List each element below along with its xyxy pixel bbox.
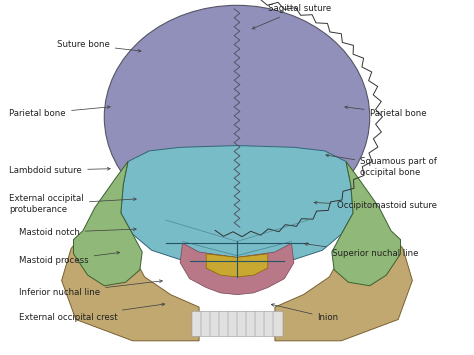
Polygon shape: [275, 220, 412, 341]
Ellipse shape: [104, 5, 370, 229]
Text: Superior nuchal line: Superior nuchal line: [305, 243, 418, 258]
Polygon shape: [62, 220, 199, 341]
Polygon shape: [206, 254, 268, 277]
Polygon shape: [121, 146, 353, 279]
FancyBboxPatch shape: [210, 311, 220, 337]
Polygon shape: [73, 162, 142, 286]
FancyBboxPatch shape: [246, 311, 256, 337]
Text: Mastoid notch: Mastoid notch: [19, 228, 136, 237]
FancyBboxPatch shape: [192, 311, 202, 337]
FancyBboxPatch shape: [264, 311, 274, 337]
Text: Sagittal suture: Sagittal suture: [252, 4, 331, 29]
Text: Inferior nuchal line: Inferior nuchal line: [19, 280, 162, 297]
Polygon shape: [332, 162, 401, 286]
Text: Inion: Inion: [271, 304, 339, 322]
FancyBboxPatch shape: [201, 311, 211, 337]
Text: Suture bone: Suture bone: [57, 40, 141, 52]
Text: Squamous part of
occipital bone: Squamous part of occipital bone: [326, 154, 437, 176]
Text: Mastoid process: Mastoid process: [19, 251, 119, 266]
Text: External occipital crest: External occipital crest: [19, 303, 164, 322]
FancyBboxPatch shape: [273, 311, 283, 337]
FancyBboxPatch shape: [228, 311, 238, 337]
Text: Parietal bone: Parietal bone: [345, 106, 426, 118]
Text: Lambdoid suture: Lambdoid suture: [9, 166, 110, 175]
Text: Parietal bone: Parietal bone: [9, 106, 110, 118]
Text: External occipital
protuberance: External occipital protuberance: [9, 195, 136, 214]
Polygon shape: [180, 243, 294, 295]
FancyBboxPatch shape: [237, 311, 247, 337]
Text: Occipitomastoid suture: Occipitomastoid suture: [314, 201, 437, 211]
FancyBboxPatch shape: [255, 311, 265, 337]
FancyBboxPatch shape: [219, 311, 229, 337]
